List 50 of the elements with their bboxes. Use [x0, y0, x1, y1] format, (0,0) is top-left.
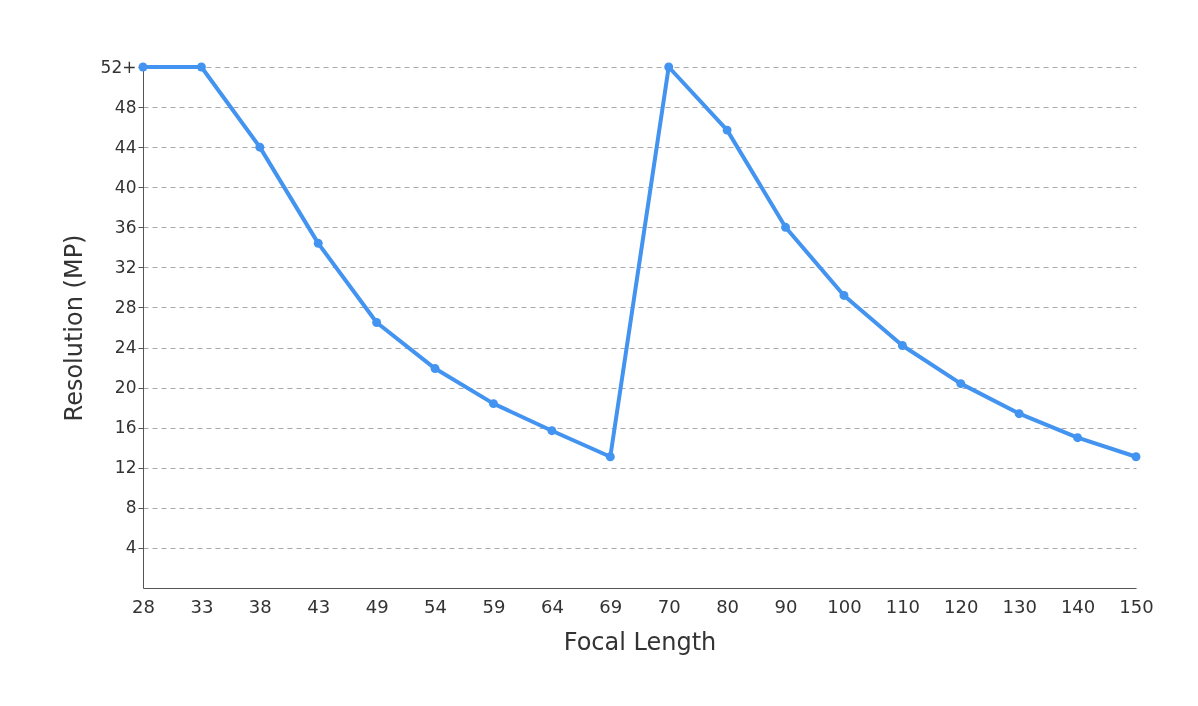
- y-tick-label: 32: [114, 256, 137, 277]
- x-tick-label: 150: [1119, 595, 1154, 617]
- point: [1014, 409, 1024, 419]
- point: [138, 62, 148, 72]
- y-tick-label: 12: [114, 457, 137, 478]
- y-tick-label: 36: [114, 216, 137, 237]
- y-axis-title: Resolution (MP): [59, 234, 88, 422]
- x-tick-label: 110: [885, 595, 921, 617]
- y-tick-label: 40: [114, 176, 137, 197]
- x-tick-label: 80: [716, 595, 740, 617]
- x-tick-label: 64: [540, 595, 564, 617]
- x-tick-label: 140: [1060, 595, 1096, 617]
- x-tick-label: 33: [190, 595, 214, 617]
- point: [1131, 452, 1141, 462]
- x-tick-label: 43: [307, 595, 331, 617]
- x-tick-label: 90: [774, 595, 798, 617]
- point: [430, 364, 440, 374]
- point: [722, 125, 732, 135]
- x-axis-title: Focal Length: [563, 627, 717, 656]
- point: [605, 452, 615, 462]
- x-tick-label: 70: [657, 595, 681, 617]
- point: [196, 62, 206, 72]
- y-tick-label: 48: [114, 96, 137, 117]
- x-tick-label: 54: [424, 595, 448, 617]
- point: [372, 318, 382, 327]
- y-tick-label: 8: [125, 497, 137, 518]
- point: [489, 399, 498, 409]
- y-tick-label: 28: [114, 296, 137, 317]
- x-tick-label: 120: [944, 595, 979, 617]
- point: [255, 142, 265, 152]
- y-tick-label: 44: [114, 136, 137, 157]
- point: [1073, 433, 1083, 443]
- x-tick-label: 59: [482, 595, 506, 617]
- y-tick-label: 16: [114, 417, 137, 438]
- point: [664, 62, 674, 72]
- point: [839, 290, 849, 300]
- x-tick-label: 69: [599, 595, 623, 617]
- y-tick-label: 4: [125, 537, 137, 558]
- x-tick-label: 49: [365, 595, 389, 617]
- x-tick-label: 100: [827, 595, 862, 617]
- x-tick-label: 38: [248, 595, 272, 617]
- y-tick-label: 24: [114, 337, 137, 358]
- point: [547, 426, 557, 436]
- point: [313, 238, 323, 248]
- y-tick-label: 52+: [100, 56, 137, 77]
- point: [956, 379, 966, 389]
- y-tick-label: 20: [114, 377, 137, 398]
- point: [781, 222, 790, 232]
- x-tick-label: 130: [1002, 595, 1037, 617]
- point: [897, 341, 907, 350]
